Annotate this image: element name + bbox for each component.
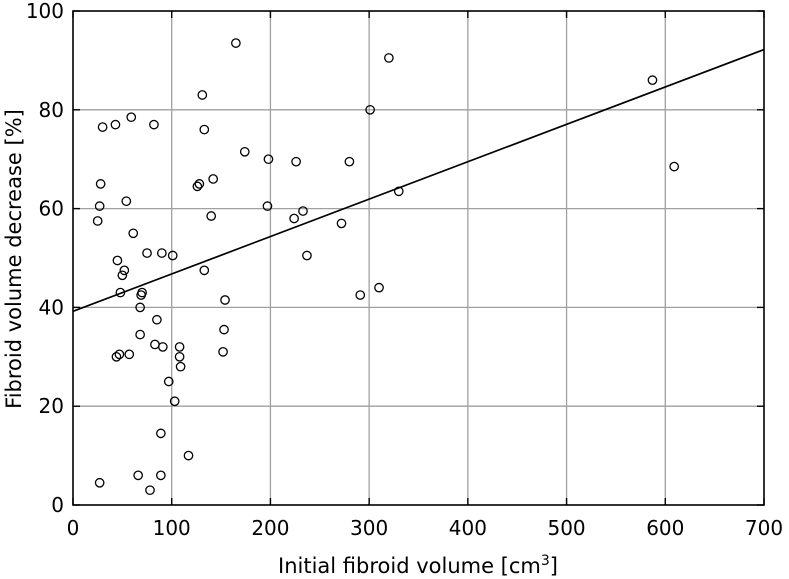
data-point bbox=[239, 146, 250, 157]
data-point bbox=[231, 38, 241, 48]
data-point bbox=[135, 302, 145, 313]
data-point bbox=[145, 485, 155, 496]
y-tick-labels: 0 20 40 60 80 100 bbox=[26, 0, 64, 517]
data-point bbox=[128, 228, 139, 239]
plot-frame bbox=[72, 10, 765, 506]
y-tick-label: 0 bbox=[51, 493, 64, 517]
y-tick-label: 60 bbox=[39, 197, 64, 221]
data-point bbox=[219, 324, 229, 335]
data-point bbox=[111, 351, 122, 362]
data-point bbox=[355, 290, 366, 300]
data-point bbox=[157, 342, 168, 352]
x-tick-label: 700 bbox=[745, 516, 783, 540]
data-point bbox=[156, 248, 167, 258]
data-point bbox=[220, 295, 230, 305]
x-tick-label: 200 bbox=[251, 516, 289, 540]
data-point bbox=[344, 156, 355, 167]
data-point bbox=[192, 181, 203, 192]
x-axis-label-suffix: ] bbox=[550, 554, 558, 578]
data-point bbox=[114, 349, 125, 360]
data-point bbox=[289, 213, 299, 224]
data-point bbox=[92, 216, 103, 226]
data-point bbox=[218, 347, 228, 357]
data-point bbox=[174, 351, 185, 362]
data-point bbox=[133, 470, 144, 481]
data-point bbox=[197, 90, 208, 100]
data-point bbox=[669, 161, 680, 172]
data-point bbox=[97, 122, 108, 132]
data-point bbox=[365, 104, 375, 115]
data-point bbox=[137, 287, 147, 298]
data-point bbox=[124, 349, 135, 360]
data-point bbox=[298, 206, 308, 216]
data-point bbox=[94, 201, 105, 211]
data-point bbox=[263, 154, 274, 165]
data-point bbox=[336, 218, 347, 229]
x-tick-label: 600 bbox=[646, 516, 684, 540]
x-tick-label: 100 bbox=[153, 516, 191, 540]
data-point bbox=[199, 265, 210, 276]
trend-line bbox=[72, 48, 765, 313]
data-point bbox=[142, 248, 152, 258]
data-point bbox=[302, 250, 312, 261]
data-point bbox=[126, 112, 137, 123]
grid bbox=[73, 11, 764, 505]
data-point bbox=[121, 196, 132, 207]
data-point bbox=[95, 179, 106, 189]
data-point bbox=[112, 255, 123, 266]
x-axis-label-superscript: 3 bbox=[541, 553, 550, 569]
data-point bbox=[194, 179, 205, 189]
data-point bbox=[135, 329, 145, 340]
data-point bbox=[167, 250, 178, 261]
data-point bbox=[150, 339, 160, 350]
data-point bbox=[206, 211, 217, 221]
y-tick-label: 20 bbox=[39, 394, 64, 418]
data-point bbox=[119, 265, 130, 276]
data-point bbox=[163, 376, 174, 387]
x-tick-labels: 0 100 200 300 400 500 600 700 bbox=[67, 516, 783, 540]
data-point bbox=[262, 201, 273, 211]
y-tick-label: 100 bbox=[26, 0, 64, 23]
x-tick-label: 0 bbox=[67, 516, 80, 540]
x-tick-label: 500 bbox=[547, 516, 585, 540]
data-point bbox=[110, 119, 121, 130]
data-point bbox=[117, 270, 128, 281]
y-tick-label: 80 bbox=[39, 98, 64, 122]
x-tick-label: 300 bbox=[350, 516, 388, 540]
data-point bbox=[94, 477, 105, 488]
data-point bbox=[199, 124, 210, 135]
data-point bbox=[183, 450, 194, 461]
data-point bbox=[169, 396, 180, 407]
data-point bbox=[384, 53, 394, 63]
data-point bbox=[291, 156, 301, 167]
data-point bbox=[149, 119, 159, 130]
data-point bbox=[393, 186, 404, 197]
data-point bbox=[174, 342, 185, 352]
data-point bbox=[156, 470, 166, 481]
x-tick-label: 400 bbox=[449, 516, 487, 540]
y-axis-label: Fibroid volume decrease [%] bbox=[2, 109, 26, 409]
data-point bbox=[175, 361, 186, 372]
data-point bbox=[208, 174, 219, 184]
data-point bbox=[156, 428, 166, 439]
data-point bbox=[647, 75, 658, 86]
data-point bbox=[115, 287, 126, 298]
data-points bbox=[92, 38, 680, 496]
data-point bbox=[152, 314, 162, 325]
data-point bbox=[374, 282, 384, 293]
x-axis-label: Initial fibroid volume [cm3] bbox=[278, 553, 558, 578]
y-tick-label: 40 bbox=[39, 295, 64, 319]
